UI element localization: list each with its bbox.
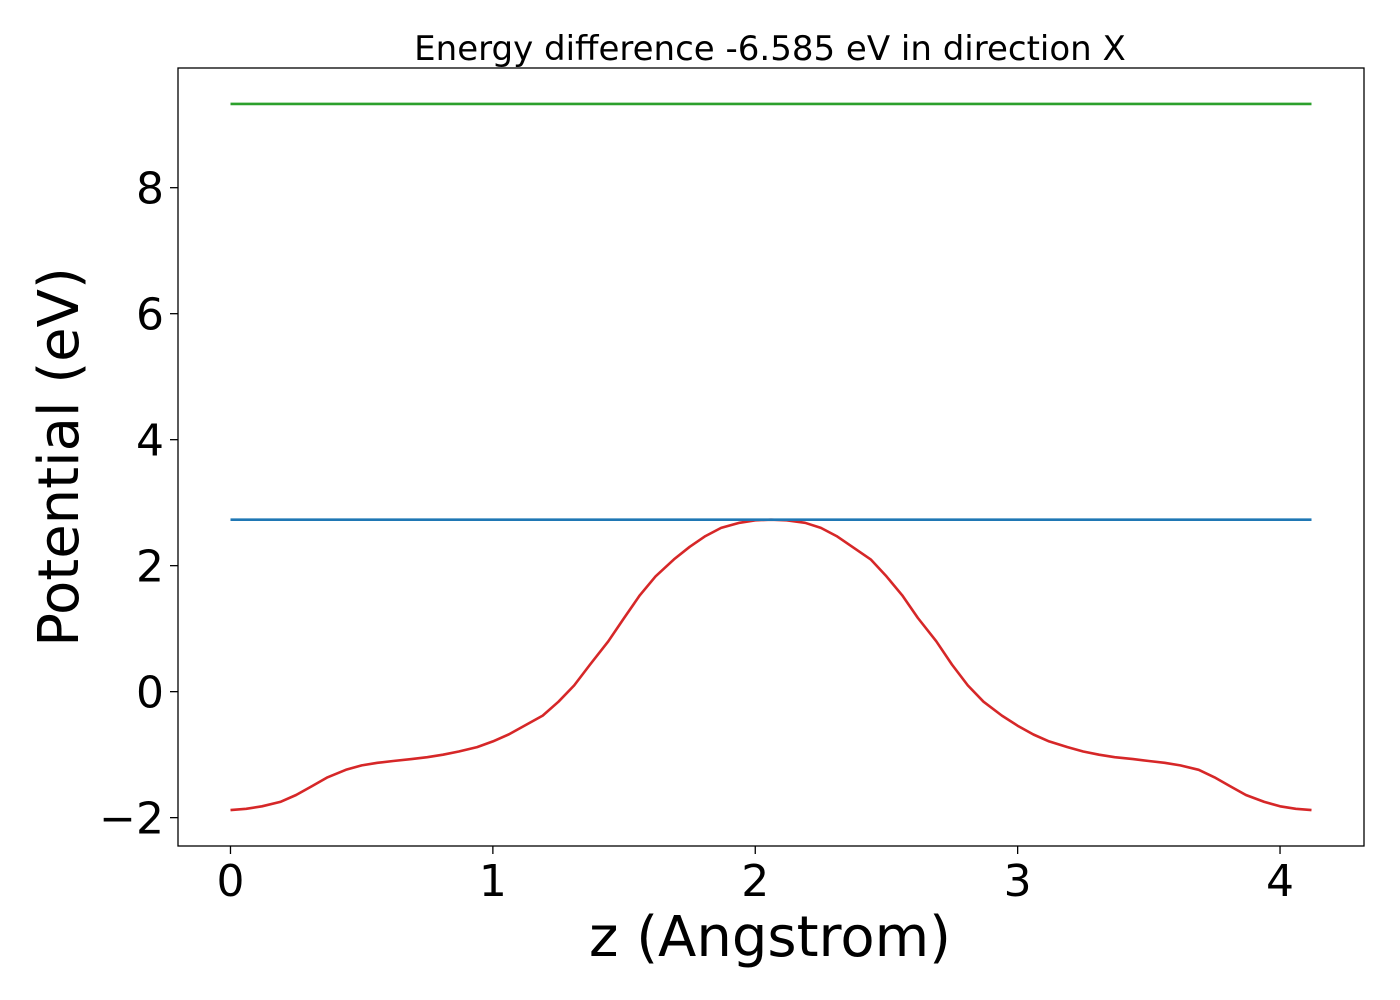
x-axis-ticks: 0 1 2 3 4: [216, 846, 1294, 907]
y-axis-ticks: −2 0 2 4 6 8: [99, 164, 178, 845]
y-tick-label: 6: [136, 290, 164, 341]
x-tick-label: 4: [1266, 856, 1294, 907]
y-tick-label: 0: [136, 668, 164, 719]
x-axis-label: z (Angstrom): [589, 905, 951, 970]
x-tick-label: 1: [479, 856, 507, 907]
chart-title: Energy difference -6.585 eV in direction…: [414, 29, 1126, 69]
y-tick-label: 2: [136, 542, 164, 593]
series-layer: [230, 102, 1312, 812]
plot-area-frame: [177, 67, 1365, 847]
y-tick-label: 8: [136, 164, 164, 215]
y-axis-label: Potential (eV): [27, 267, 92, 647]
y-tick-label: −2: [99, 794, 164, 845]
y-tick-label: 4: [136, 416, 164, 467]
x-tick-label: 3: [1004, 856, 1032, 907]
x-tick-label: 0: [216, 856, 244, 907]
series-line-0: [230, 518, 1312, 812]
x-tick-label: 2: [741, 856, 769, 907]
